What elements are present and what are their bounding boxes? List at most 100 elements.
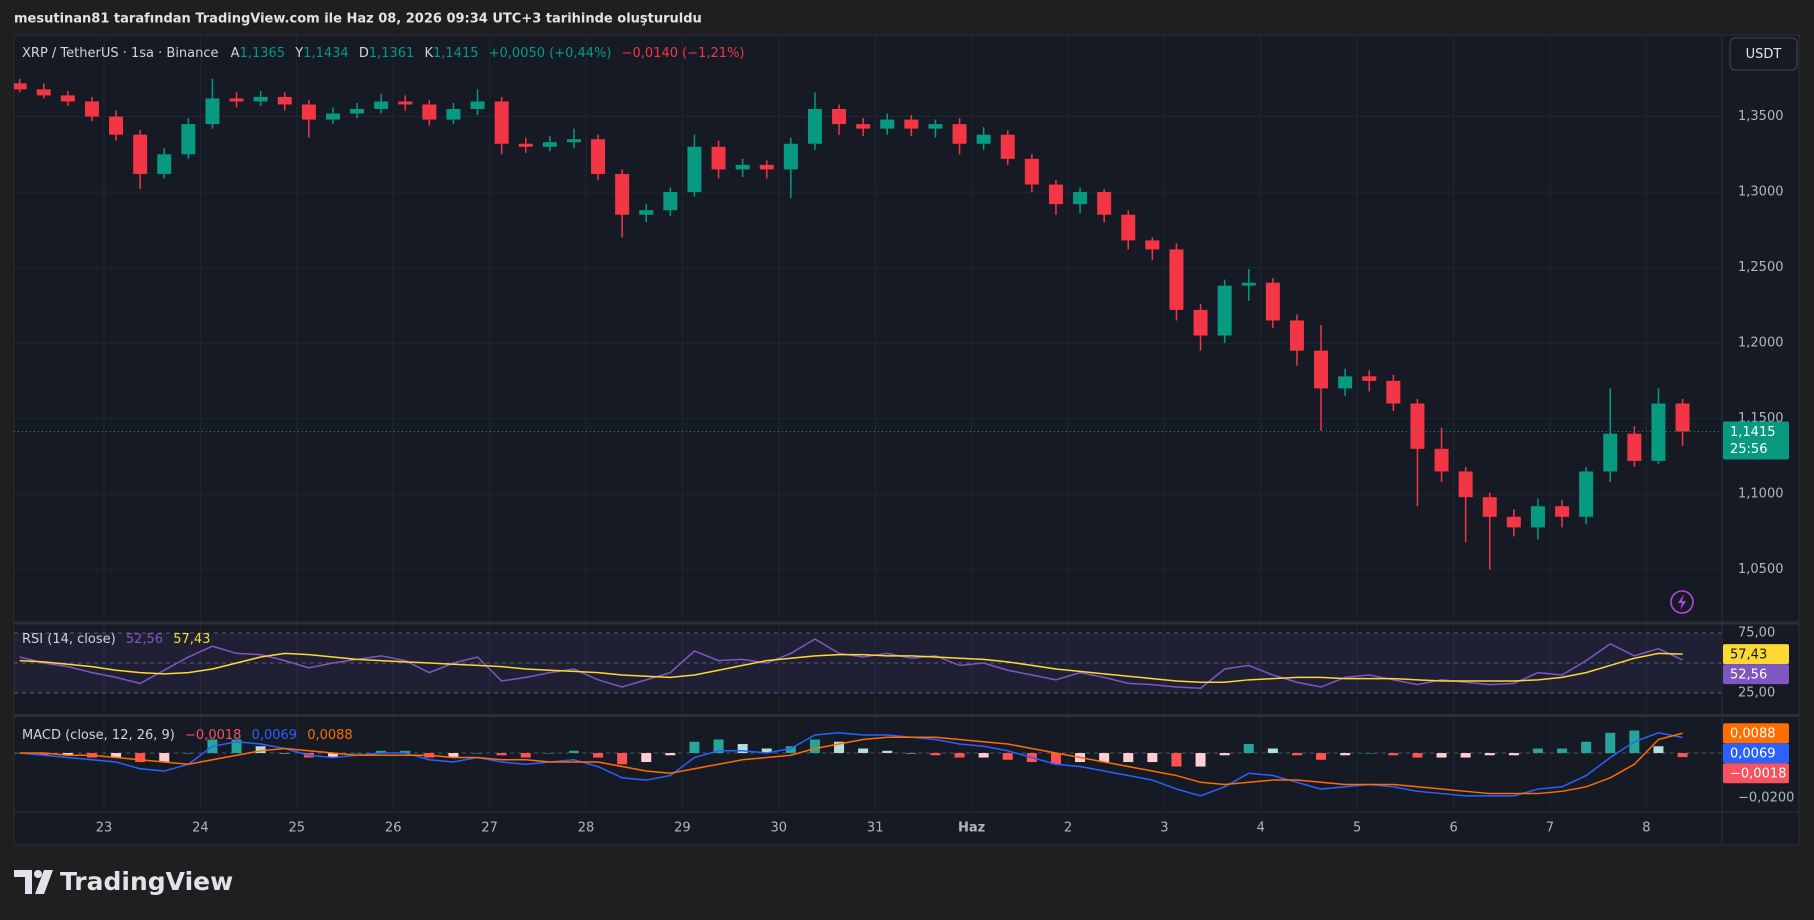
candle-body xyxy=(36,89,51,96)
histogram-bar xyxy=(1243,744,1254,754)
currency-button[interactable]: USDT xyxy=(1729,37,1798,71)
candle-body xyxy=(904,119,919,129)
value-badge xyxy=(1723,723,1789,744)
logo-text: TradingView xyxy=(60,867,233,896)
candle-body xyxy=(301,104,316,120)
y-tick-label: 75,00 xyxy=(1738,626,1775,641)
histogram-bar xyxy=(906,753,917,754)
candle-body xyxy=(494,101,509,144)
histogram-bar xyxy=(834,741,845,754)
candle-body xyxy=(1314,350,1329,389)
candle-body xyxy=(952,124,967,144)
histogram-bar xyxy=(1340,753,1351,756)
logo: TradingView xyxy=(14,867,233,896)
lightning-bolt[interactable] xyxy=(1678,594,1686,610)
rsi-value: 52,56 xyxy=(126,632,163,647)
candle-body xyxy=(1265,282,1280,321)
time-axis: 23 24 25 26 27 28 29 30 31 Haz 2 3 4 5 6 7 8 xyxy=(96,821,1651,836)
histogram-bar xyxy=(1267,748,1278,754)
rsi-band xyxy=(14,633,1722,694)
value-badge-label: −0,0018 xyxy=(1730,767,1786,782)
histogram-bar xyxy=(544,753,555,754)
day-change: −0,0140 (−1,21%) xyxy=(622,46,745,61)
price-pane xyxy=(14,78,1722,570)
candle-body xyxy=(856,124,871,129)
symbol: XRP / TetherUS · 1sa · Binance xyxy=(22,46,219,61)
candle-body xyxy=(422,104,437,120)
x-tick-label: 27 xyxy=(481,821,498,836)
chart-panel xyxy=(13,34,1800,846)
candle-body xyxy=(374,101,389,110)
lightning-icon[interactable] xyxy=(1670,590,1694,614)
x-tick-label: Haz xyxy=(958,821,985,836)
y-tick-label: 25,00 xyxy=(1738,686,1775,701)
x-tick-label: 8 xyxy=(1642,821,1650,836)
histogram-bar xyxy=(593,753,604,758)
histogram-bar xyxy=(183,753,194,754)
histogram-bar xyxy=(62,753,73,756)
candle-body xyxy=(60,95,75,102)
x-tick-label: 24 xyxy=(192,821,209,836)
ohlc-key: K xyxy=(424,46,433,61)
x-tick-label: 23 xyxy=(96,821,113,836)
histogram-bar xyxy=(1388,753,1399,756)
currency[interactable]: USDT xyxy=(1746,47,1782,62)
ohlc-key: Y xyxy=(294,46,303,61)
macd-title: MACD (close, 12, 26, 9) xyxy=(22,728,175,743)
histogram-bar xyxy=(400,750,411,754)
candle-body xyxy=(205,98,220,125)
candle-body xyxy=(1651,403,1666,461)
histogram-bar xyxy=(1677,753,1688,758)
currency-button-frame[interactable] xyxy=(1729,37,1798,71)
y-tick-label: 1,2500 xyxy=(1738,260,1784,275)
logo-mark xyxy=(14,870,32,894)
histogram-bar xyxy=(954,753,965,758)
y-tick-label: 1,1000 xyxy=(1738,487,1784,502)
ohlc-value: 1,1361 xyxy=(369,46,415,61)
y-tick-label: 1,2000 xyxy=(1738,336,1784,351)
candle-body xyxy=(1579,471,1594,517)
candle-body xyxy=(446,109,461,120)
value-badge-label: 0,0088 xyxy=(1730,727,1776,742)
histogram-bar xyxy=(665,753,676,756)
lightning-circle[interactable] xyxy=(1670,590,1694,614)
value-badge xyxy=(1723,763,1789,784)
value-badge xyxy=(1723,644,1789,665)
candle-body xyxy=(1434,448,1449,472)
histogram-bar xyxy=(1195,753,1206,767)
x-tick-label: 6 xyxy=(1449,821,1457,836)
ohlc-value: 1,1415 xyxy=(433,46,479,61)
candle-body xyxy=(687,146,702,193)
ohlc-key: D xyxy=(359,46,369,61)
last-price-badge xyxy=(1723,421,1789,460)
macd-line xyxy=(19,731,1683,797)
candle-body xyxy=(1289,320,1304,351)
candle-body xyxy=(1000,134,1015,159)
histogram-bar xyxy=(327,753,338,758)
ohlc-value: 1,1434 xyxy=(303,46,349,61)
value-badge-label: 0,0069 xyxy=(1730,747,1776,762)
x-tick-label: 31 xyxy=(867,821,884,836)
candle-body xyxy=(1169,249,1184,310)
histogram-bar xyxy=(111,753,122,758)
rsi-line xyxy=(19,652,1683,683)
last-price-label: 1,1415 xyxy=(1730,425,1776,440)
candle-body xyxy=(253,96,268,102)
candle-body xyxy=(470,101,485,110)
candle-body xyxy=(277,96,292,105)
grid xyxy=(14,35,1722,810)
candle-body xyxy=(1627,433,1642,461)
histogram-bar xyxy=(38,753,49,756)
histogram-bar xyxy=(1484,753,1495,756)
candle-body xyxy=(663,192,678,211)
x-tick-label: 7 xyxy=(1546,821,1554,836)
candle-body xyxy=(133,134,148,174)
x-tick-label: 29 xyxy=(674,821,691,836)
candle-body xyxy=(1145,240,1160,250)
histogram-bar xyxy=(279,753,290,754)
logo-mark xyxy=(35,870,53,894)
histogram-bar xyxy=(689,741,700,754)
price-axis: 1,05001,10001,15001,20001,25001,30001,35… xyxy=(1723,109,1794,806)
histogram-bar xyxy=(1099,753,1110,763)
